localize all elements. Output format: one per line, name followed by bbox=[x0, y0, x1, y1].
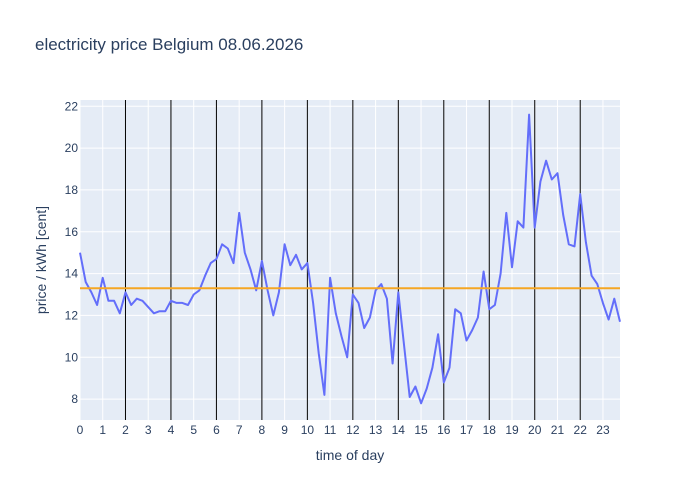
vertical-markers bbox=[124, 100, 581, 420]
y-tick-label: 10 bbox=[65, 350, 79, 364]
x-tick-label: 5 bbox=[190, 423, 197, 437]
x-tick-label: 3 bbox=[145, 423, 152, 437]
y-tick-label: 16 bbox=[65, 225, 79, 239]
chart-title: electricity price Belgium 08.06.2026 bbox=[35, 35, 303, 54]
x-tick-label: 13 bbox=[369, 423, 383, 437]
series-layer bbox=[79, 113, 621, 405]
x-tick-label: 15 bbox=[414, 423, 428, 437]
y-axis-label: price / kWh [cent] bbox=[33, 206, 49, 314]
x-tick-label: 2 bbox=[122, 423, 129, 437]
x-tick-label: 7 bbox=[236, 423, 243, 437]
x-tick-label: 1 bbox=[99, 423, 106, 437]
x-tick-label: 8 bbox=[259, 423, 266, 437]
x-tick-label: 22 bbox=[574, 423, 588, 437]
x-tick-label: 20 bbox=[528, 423, 542, 437]
x-tick-label: 23 bbox=[596, 423, 610, 437]
x-tick-label: 17 bbox=[460, 423, 474, 437]
plot-area bbox=[80, 100, 620, 420]
y-tick-label: 12 bbox=[65, 308, 79, 322]
y-tick-label: 18 bbox=[65, 183, 79, 197]
x-tick-label: 11 bbox=[324, 423, 337, 437]
y-tick-label: 14 bbox=[65, 267, 79, 281]
x-tick-label: 4 bbox=[168, 423, 175, 437]
x-tick-label: 10 bbox=[301, 423, 315, 437]
x-tick-label: 19 bbox=[505, 423, 519, 437]
y-axis-ticks: 8 10 12 14 16 18 20 22 bbox=[65, 99, 79, 406]
x-tick-label: 14 bbox=[392, 423, 406, 437]
price-line bbox=[79, 113, 621, 405]
x-tick-label: 18 bbox=[483, 423, 497, 437]
x-axis-ticks: 0 1 2 3 4 5 6 7 8 9 10 11 12 13 14 15 16 17 18 19 20 21 22 23 bbox=[77, 423, 610, 437]
x-tick-label: 16 bbox=[437, 423, 451, 437]
y-tick-label: 20 bbox=[65, 141, 79, 155]
x-tick-label: 21 bbox=[551, 423, 565, 437]
x-tick-label: 9 bbox=[281, 423, 288, 437]
y-tick-label: 22 bbox=[65, 99, 79, 113]
x-tick-label: 0 bbox=[77, 423, 84, 437]
x-tick-label: 6 bbox=[213, 423, 220, 437]
x-axis-label: time of day bbox=[316, 447, 384, 463]
y-tick-label: 8 bbox=[71, 392, 78, 406]
x-tick-label: 12 bbox=[346, 423, 360, 437]
